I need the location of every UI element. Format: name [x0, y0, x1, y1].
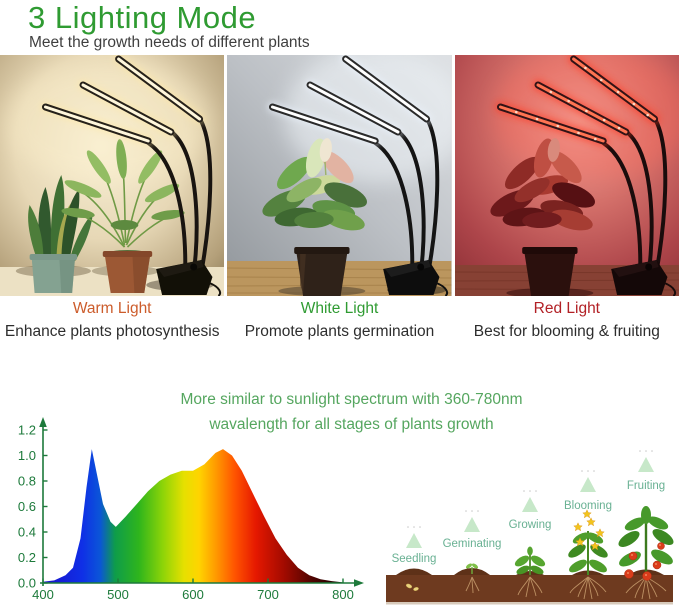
snake-plant-pot	[29, 254, 78, 293]
page-subtitle: Meet the growth needs of different plant…	[29, 34, 310, 51]
stage-sprout	[465, 563, 479, 574]
y-tick-label: 0.0	[18, 576, 36, 591]
power-cable	[436, 282, 449, 296]
stage-labels: Seedling Geminating Growing Blooming Fru…	[392, 480, 666, 565]
grow-light-lamp	[40, 55, 222, 296]
mode-desc-red: Best for blooming & fruiting	[473, 323, 660, 340]
red-lit-plant	[490, 138, 595, 231]
led-bar-light	[271, 57, 429, 143]
lighting-mode-photos	[0, 55, 679, 296]
stage-plant-growing	[514, 546, 546, 575]
warm-light-caption: Warm Light Enhance plants photosynthesis	[0, 300, 224, 341]
led-bar-light	[43, 57, 202, 143]
light-beam-triangles	[406, 457, 654, 548]
plant-pot	[521, 247, 578, 296]
spathe-flower	[320, 138, 333, 162]
beam-dots	[407, 450, 653, 528]
palm-fronds	[61, 139, 185, 230]
fruits	[624, 542, 665, 581]
grow-light-lamp	[494, 55, 676, 296]
y-tick-label: 0.8	[18, 474, 36, 489]
palm-plant	[61, 139, 185, 248]
stage-label-germinating: Geminating	[443, 538, 502, 550]
led-dots	[514, 66, 649, 141]
stage-label-fruiting: Fruiting	[627, 480, 665, 492]
mode-label-red: Red Light	[533, 300, 600, 317]
spectrum-note: More similar to sunlight spectrum with 3…	[12, 387, 679, 437]
snake-plant	[28, 175, 93, 261]
mode-label-white: White Light	[300, 300, 379, 317]
y-tick-label: 1.0	[18, 448, 36, 463]
led-bar-light	[498, 57, 656, 143]
spectrum-area-series	[43, 449, 343, 583]
aglaonema-plant	[262, 138, 368, 231]
fruit-highlights	[627, 544, 661, 576]
stage-label-growing: Growing	[509, 519, 552, 531]
spectrum-chart: 400 500 600 700 800 0.0 0.2 0.4 0.6 0.8 1.0 1.2	[18, 417, 364, 603]
mode-desc-white: Promote plants germination	[244, 323, 435, 340]
stage-label-seedling: Seedling	[392, 553, 437, 565]
stage-label-blooming: Blooming	[564, 500, 612, 512]
stage-plant-blooming	[568, 509, 608, 575]
palm-plant-pot	[102, 250, 153, 293]
white-light-caption: White Light Promote plants germination	[227, 300, 451, 341]
warm-light-photo-panel	[0, 55, 225, 296]
flowers	[573, 509, 605, 551]
clamp-base	[383, 260, 449, 296]
grow-light-lamp	[267, 55, 449, 296]
page-title: 3 Lighting Mode	[28, 0, 257, 35]
chart-ticks: 400 500 600 700 800 0.0 0.2 0.4 0.6 0.8 1.0 1.2	[18, 423, 354, 603]
power-cable	[663, 282, 676, 296]
y-tick-label: 0.2	[18, 550, 36, 565]
clamp-base	[156, 260, 222, 296]
x-tick-label: 600	[182, 587, 204, 602]
x-tick-label: 800	[332, 587, 354, 602]
mode-label-warm: Warm Light	[72, 300, 152, 317]
red-light-photo	[454, 55, 679, 296]
spectrum-note-line2: wavalength for all stages of plants grow…	[209, 416, 494, 433]
red-light-caption: Red Light Best for blooming & fruiting	[455, 300, 679, 341]
stage-seeds	[405, 583, 419, 591]
white-light-photo-panel	[227, 55, 452, 296]
power-cable	[209, 282, 222, 296]
y-tick-label: 0.6	[18, 499, 36, 514]
spectrum-note-line1: More similar to sunlight spectrum with 3…	[180, 391, 523, 408]
warm-light-photo	[0, 55, 225, 296]
y-tick-label: 0.4	[18, 525, 36, 540]
soil-edge	[386, 602, 673, 605]
clamp-base	[610, 260, 676, 296]
x-tick-label: 500	[107, 587, 129, 602]
mode-captions: Warm Light Enhance plants photosynthesis…	[0, 300, 679, 341]
y-axis-arrow	[39, 417, 47, 427]
mode-desc-warm: Enhance plants photosynthesis	[4, 323, 220, 340]
x-axis-arrow	[354, 579, 364, 587]
x-tick-label: 400	[32, 587, 54, 602]
y-tick-label: 1.2	[18, 423, 36, 438]
growth-stages-illustration: Seedling Geminating Growing Blooming Fru…	[386, 450, 674, 605]
red-light-photo-panel	[454, 55, 679, 296]
plant-pot	[294, 247, 350, 296]
stage-plant-fruiting	[618, 506, 674, 581]
white-light-photo	[227, 55, 452, 296]
x-tick-label: 700	[257, 587, 279, 602]
